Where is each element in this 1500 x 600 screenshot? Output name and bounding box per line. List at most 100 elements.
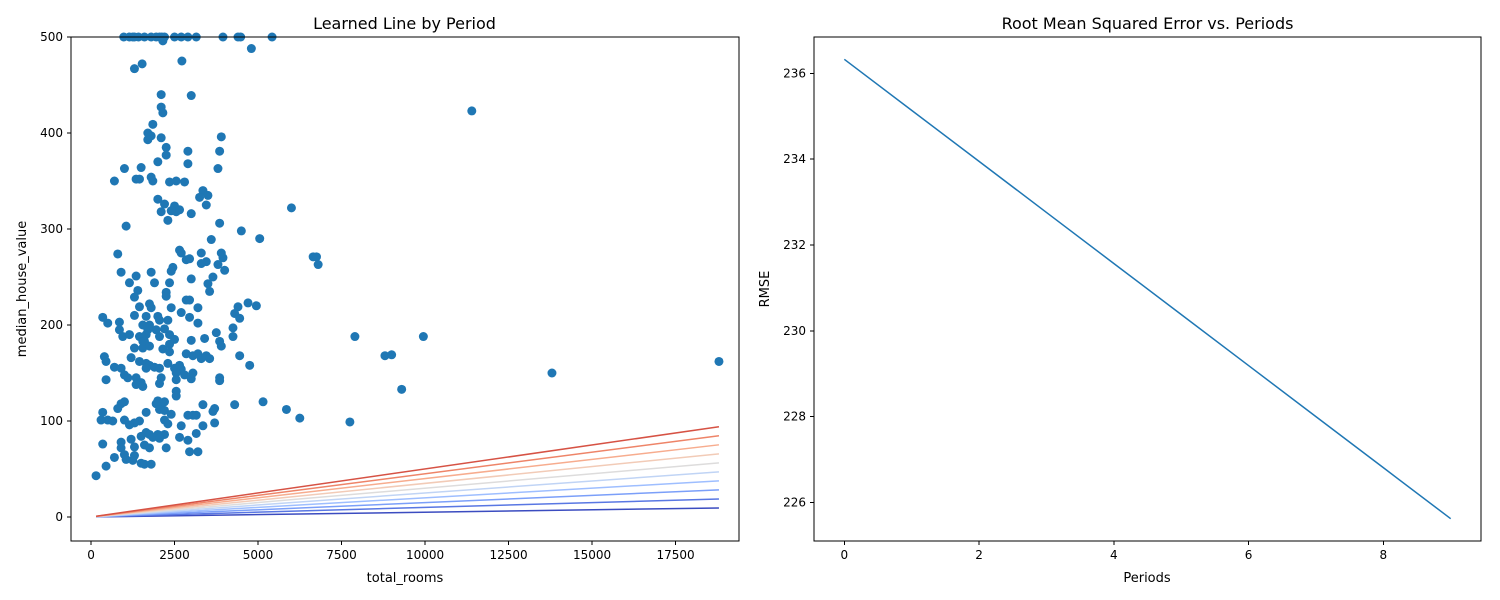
y-axis-label: median_house_value <box>15 221 30 357</box>
scatter-point <box>218 253 228 263</box>
scatter-point <box>153 194 163 204</box>
scatter-point <box>345 417 355 427</box>
series-line-5 <box>95 462 720 518</box>
scatter-point <box>165 347 175 357</box>
scatter-point <box>387 350 397 360</box>
scatter-point <box>141 363 151 373</box>
scatter-point <box>121 221 131 231</box>
y-axis-label: RMSE <box>758 271 773 308</box>
scatter-point <box>258 397 268 407</box>
scatter-point <box>171 176 181 186</box>
scatter-point <box>185 295 195 305</box>
scatter-point <box>161 443 171 453</box>
y-tick-label: 300 <box>40 222 63 236</box>
scatter-point <box>185 312 195 322</box>
x-tick-label: 7500 <box>326 548 357 562</box>
scatter-point <box>91 471 101 481</box>
scatter-point <box>155 363 165 373</box>
scatter-point <box>96 415 106 425</box>
scatter-point <box>116 267 126 277</box>
scatter-point <box>183 410 193 420</box>
series-line-4 <box>95 471 720 518</box>
scatter-point <box>98 407 108 417</box>
scatter-point <box>205 354 215 364</box>
scatter-point <box>185 447 195 457</box>
scatter-point <box>161 150 171 160</box>
scatter-point <box>144 443 154 453</box>
x-tick-label: 8 <box>1379 548 1387 562</box>
y-tick-label: 400 <box>40 126 63 140</box>
x-tick-label: 4 <box>1110 548 1118 562</box>
scatter-point <box>108 416 118 426</box>
series-line-8 <box>95 435 720 518</box>
scatter-point <box>126 434 136 444</box>
scatter-point <box>129 442 139 452</box>
x-tick-label: 0 <box>840 548 848 562</box>
scatter-point <box>714 356 724 366</box>
scatter-point <box>116 363 126 373</box>
scatter-point <box>141 407 151 417</box>
scatter-point <box>153 157 163 167</box>
scatter-point <box>183 435 193 445</box>
y-tick-label: 232 <box>783 238 806 252</box>
scatter-point <box>148 119 158 129</box>
learned-line-chart: Learned Line by Period 0 2500 5000 7500 1000… <box>15 14 740 586</box>
x-tick-label: 2 <box>975 548 983 562</box>
y-tick-label: 100 <box>40 414 63 428</box>
scatter-point <box>101 356 111 366</box>
x-tick-label: 6 <box>1245 548 1253 562</box>
scatter-point <box>216 132 226 142</box>
scatter-point <box>156 207 166 217</box>
scatter-point <box>350 332 360 342</box>
scatter-point <box>183 159 193 169</box>
scatter-point <box>183 146 193 156</box>
scatter-point <box>165 177 175 187</box>
scatter-point <box>171 368 181 378</box>
scatter-point <box>186 335 196 345</box>
scatter-point <box>188 368 198 378</box>
series-line-1 <box>96 498 719 518</box>
scatter-point <box>313 260 323 270</box>
scatter-point <box>121 454 131 464</box>
y-tick-label: 234 <box>783 152 806 166</box>
scatter-point <box>101 375 111 385</box>
scatter-point <box>196 259 206 269</box>
x-tick-label: 0 <box>87 548 95 562</box>
x-axis-ticks: 0 2500 5000 7500 10000 12500 15000 17500 <box>87 541 695 562</box>
series-line-0 <box>96 507 719 518</box>
series-line-7 <box>95 444 720 518</box>
scatter-point <box>146 267 156 277</box>
scatter-point <box>210 418 220 428</box>
scatter-point <box>129 64 139 74</box>
scatter-point <box>251 301 261 311</box>
scatter-point <box>245 360 255 370</box>
scatter-point <box>155 433 165 443</box>
scatter-point <box>133 285 143 295</box>
y-tick-label: 226 <box>783 495 806 509</box>
y-tick-label: 230 <box>783 324 806 338</box>
scatter-point <box>547 368 557 378</box>
chart-title: Root Mean Squared Error vs. Periods <box>1002 14 1294 33</box>
scatter-point <box>126 353 136 363</box>
y-tick-label: 0 <box>55 510 63 524</box>
scatter-point <box>124 330 134 340</box>
scatter-point <box>196 248 206 258</box>
scatter-point <box>186 91 196 101</box>
scatter-point <box>176 308 186 318</box>
scatter-point <box>113 404 123 414</box>
chart-title: Learned Line by Period <box>313 14 496 33</box>
scatter-point <box>165 339 175 349</box>
y-tick-label: 236 <box>783 66 806 80</box>
scatter-point <box>128 455 138 465</box>
scatter-point <box>163 358 173 368</box>
scatter-point <box>123 373 133 383</box>
scatter-point <box>206 235 216 245</box>
scatter-point <box>156 90 166 100</box>
scatter-point <box>98 439 108 449</box>
scatter-point <box>109 176 119 186</box>
scatter-point <box>163 419 173 429</box>
scatter-point <box>146 303 156 313</box>
scatter-point <box>215 376 225 386</box>
scatter-point <box>113 249 123 259</box>
